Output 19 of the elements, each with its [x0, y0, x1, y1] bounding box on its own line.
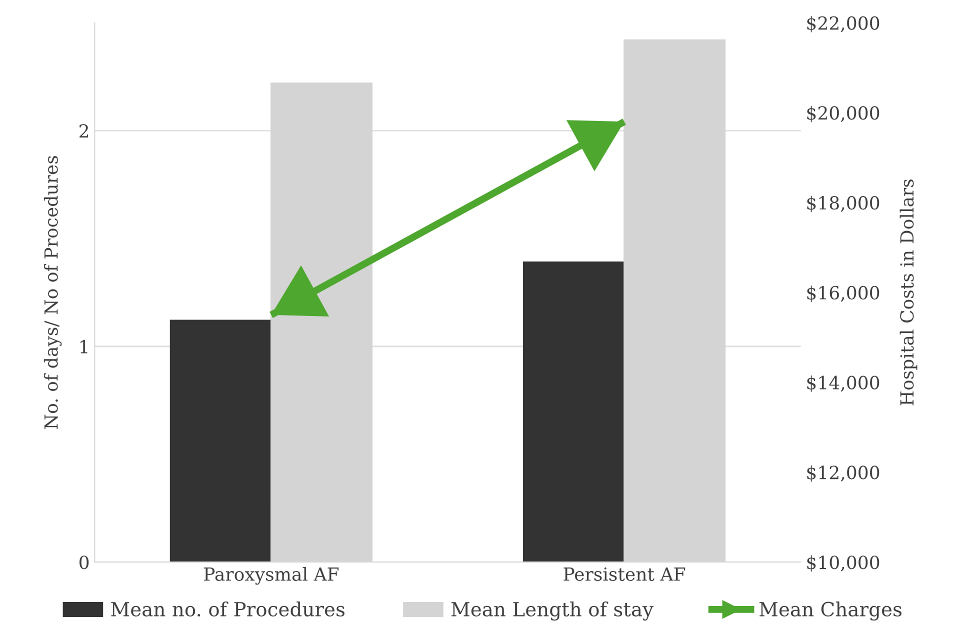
y-tick-label: 0: [80, 556, 89, 570]
legend-label: Mean Charges: [760, 601, 902, 621]
y2-tick-label: $20,000: [807, 106, 880, 122]
y2-tick-label: $14,000: [807, 375, 880, 392]
legend-label: Mean Length of stay: [451, 601, 654, 621]
y2-tick-label: $12,000: [807, 465, 880, 482]
x-tick-label: Paroxysmal AF: [204, 566, 339, 585]
y-tick-label: 1: [80, 340, 88, 354]
y2-tick-label: $22,000: [807, 16, 880, 32]
y2-tick-label: $18,000: [807, 196, 880, 212]
x-tick-label: Persistent AF: [564, 567, 686, 581]
y2-tick-label: $16,000: [807, 286, 880, 302]
y-tick-label: 2: [80, 124, 88, 138]
y2-axis-title: Hospital Costs in Dollars: [900, 180, 918, 406]
y-axis-title: No. of days/ No of Procedures: [44, 156, 62, 429]
legend-label: Mean no. of Procedures: [111, 601, 344, 617]
y2-tick-label: $10,000: [807, 555, 880, 572]
bar: [170, 320, 272, 562]
bar: [522, 262, 625, 562]
